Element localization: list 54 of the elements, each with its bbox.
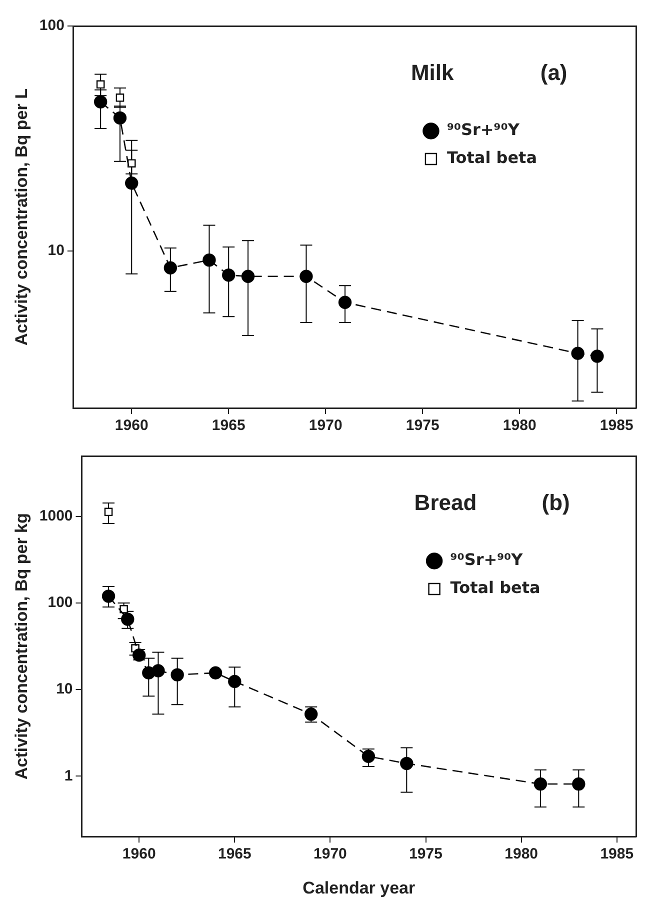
point bbox=[94, 95, 108, 108]
x-tick-label: 1960 bbox=[122, 846, 156, 863]
point bbox=[113, 111, 127, 125]
y-axis-title: Activity concentration, Bq per L bbox=[12, 88, 31, 346]
x-tick-label: 1970 bbox=[308, 417, 342, 434]
legend-label: ⁹⁰Sr+⁹⁰Y bbox=[450, 550, 524, 570]
point bbox=[362, 750, 376, 763]
point bbox=[104, 508, 113, 516]
legend-label: Total beta bbox=[450, 578, 540, 598]
x-tick-label: 1970 bbox=[314, 846, 347, 863]
point bbox=[127, 159, 136, 168]
annotation: (a) bbox=[540, 60, 568, 86]
annotation: Bread bbox=[414, 490, 477, 516]
point bbox=[228, 674, 242, 688]
point bbox=[338, 296, 352, 309]
point bbox=[125, 176, 138, 190]
point bbox=[120, 605, 128, 614]
y-tick-label: 100 bbox=[48, 594, 73, 612]
x-tick-label: 1975 bbox=[409, 846, 442, 863]
annotation: (b) bbox=[542, 490, 570, 516]
legend-label: ⁹⁰Sr+⁹⁰Y bbox=[446, 120, 520, 140]
y-tick-label: 10 bbox=[56, 680, 73, 698]
annotation: Milk bbox=[410, 60, 455, 86]
point bbox=[96, 80, 105, 89]
y-tick-label: 10 bbox=[48, 242, 64, 259]
x-axis-title: Calendar year bbox=[302, 878, 416, 898]
x-tick-label: 1965 bbox=[212, 417, 246, 434]
point bbox=[571, 346, 584, 360]
point bbox=[164, 261, 178, 274]
x-tick-label: 1985 bbox=[600, 417, 634, 434]
y-tick-label: 100 bbox=[39, 17, 64, 34]
x-tick-label: 1975 bbox=[406, 417, 440, 434]
point bbox=[590, 350, 604, 363]
point bbox=[534, 777, 548, 791]
point bbox=[208, 666, 222, 680]
point bbox=[121, 612, 134, 626]
point bbox=[572, 777, 586, 791]
point bbox=[241, 270, 255, 283]
point bbox=[152, 664, 165, 678]
x-tick-label: 1980 bbox=[504, 846, 538, 863]
x-tick-label: 1985 bbox=[600, 846, 634, 863]
y-tick-label: 1000 bbox=[39, 508, 73, 525]
x-tick-label: 1965 bbox=[218, 846, 252, 863]
point bbox=[400, 756, 414, 770]
point bbox=[300, 270, 313, 283]
y-axis-title: Activity concentration, Bq per kg bbox=[12, 513, 31, 780]
point bbox=[202, 253, 216, 267]
point bbox=[102, 590, 116, 603]
y-tick-label: 1 bbox=[64, 767, 73, 784]
point bbox=[222, 268, 236, 282]
legend-label: Total beta bbox=[446, 148, 537, 168]
x-tick-label: 1960 bbox=[114, 417, 148, 434]
point bbox=[170, 668, 184, 682]
x-tick-label: 1980 bbox=[502, 417, 536, 434]
